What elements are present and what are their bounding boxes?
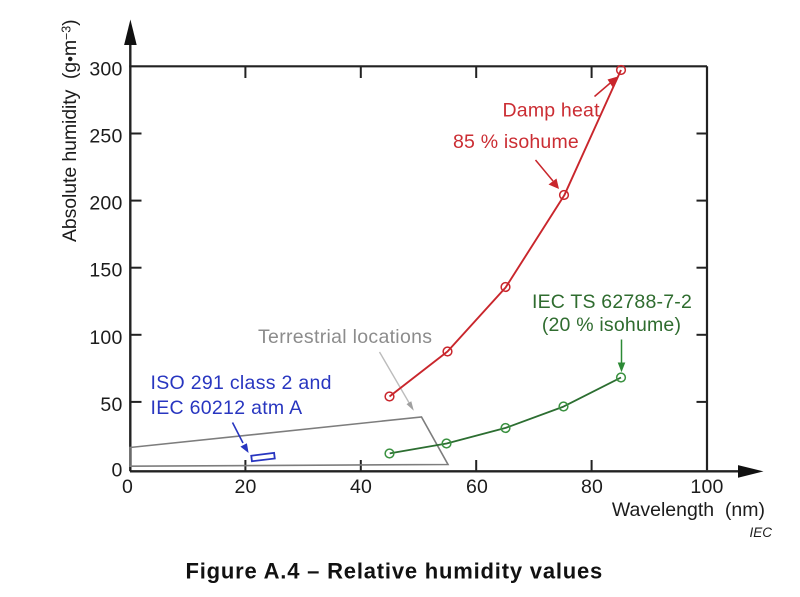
svg-text:Absolute humidity (g•m−3): Absolute humidity (g•m−3) [59,20,81,242]
svg-text:(20 % isohume): (20 % isohume) [542,314,681,336]
svg-text:ISO 291 class 2 and: ISO 291 class 2 and [151,372,332,394]
svg-text:IEC: IEC [749,525,772,540]
svg-text:0: 0 [111,459,122,481]
svg-text:Damp heat: Damp heat [503,100,601,122]
svg-text:60: 60 [466,476,488,498]
svg-text:200: 200 [89,193,122,215]
svg-text:Terrestrial locations: Terrestrial locations [258,326,432,348]
svg-text:40: 40 [350,476,372,498]
svg-text:Figure A.4 – Relative humidity: Figure A.4 – Relative humidity values [186,558,604,583]
svg-text:100: 100 [690,476,723,498]
svg-text:80: 80 [581,476,603,498]
svg-text:20: 20 [234,476,256,498]
svg-text:150: 150 [89,260,122,282]
svg-text:0: 0 [122,476,133,498]
svg-text:85 % isohume: 85 % isohume [453,131,579,153]
svg-text:50: 50 [100,394,122,416]
svg-text:IEC 60212 atm A: IEC 60212 atm A [151,397,303,419]
svg-text:300: 300 [89,58,122,80]
svg-text:IEC TS 62788-7-2: IEC TS 62788-7-2 [532,291,692,313]
svg-text:250: 250 [89,126,122,148]
svg-text:100: 100 [89,327,122,349]
svg-text:Wavelength (nm): Wavelength (nm) [612,499,765,521]
